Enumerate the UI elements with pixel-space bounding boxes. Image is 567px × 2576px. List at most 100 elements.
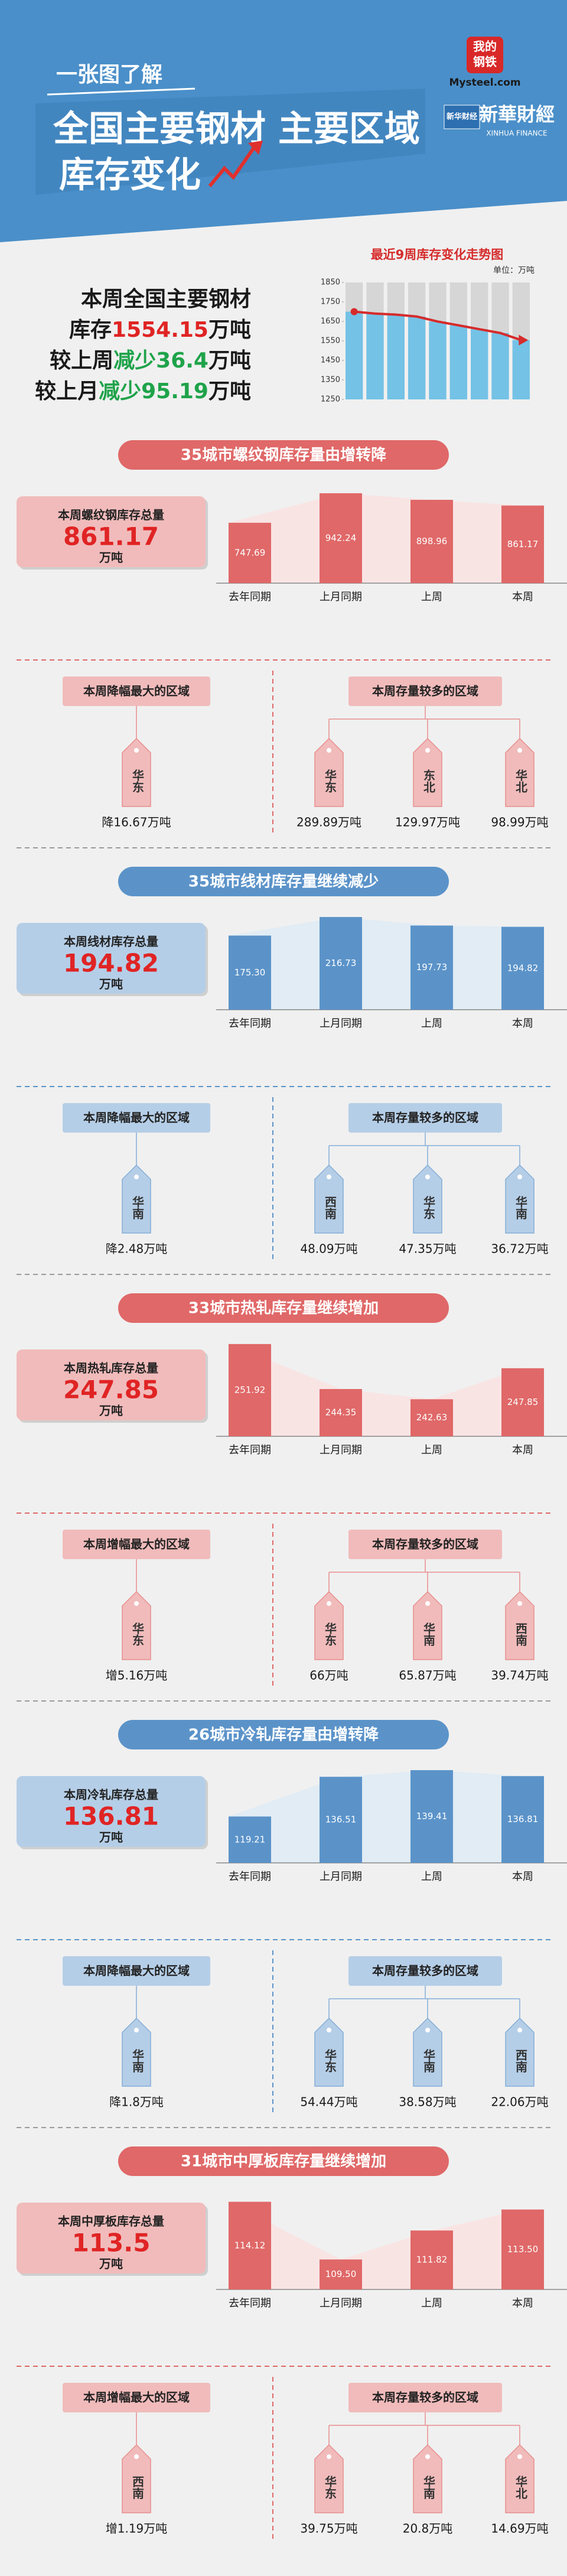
x-tick-label: 本周 bbox=[512, 2297, 533, 2310]
summary-text: 万吨 bbox=[208, 349, 251, 373]
region-name: 华东 bbox=[131, 1622, 145, 1646]
region-label-box bbox=[63, 1530, 210, 1559]
region-label: 本周降幅最大的区域 bbox=[83, 1111, 190, 1125]
total-box bbox=[17, 1349, 206, 1420]
region-name: 华北 bbox=[514, 2475, 528, 2499]
logo2-name: 新華財經 bbox=[479, 103, 555, 126]
total-value: 194.82 bbox=[63, 949, 159, 978]
region-name: 华南 bbox=[514, 1195, 528, 1219]
tag-hole bbox=[327, 2028, 331, 2032]
logo2-box-text: 新华财经 bbox=[447, 112, 477, 122]
bar bbox=[320, 493, 362, 583]
region-tag bbox=[505, 1591, 535, 1660]
value-label: 175.30 bbox=[234, 967, 266, 978]
section-banner bbox=[118, 1293, 449, 1323]
bar bbox=[229, 1344, 271, 1436]
bar bbox=[512, 340, 530, 399]
region-change: 降1.8万吨 bbox=[109, 2095, 164, 2109]
trend-line bbox=[354, 310, 522, 341]
region-name: 华东 bbox=[323, 2048, 337, 2073]
value-label: 244.35 bbox=[325, 1407, 357, 1418]
arrow-head bbox=[248, 141, 263, 155]
total-unit: 万吨 bbox=[99, 977, 123, 991]
total-value: 861.17 bbox=[63, 522, 159, 551]
section-title: 31城市中厚板库存量继续增加 bbox=[181, 2152, 386, 2171]
region-amount: 98.99万吨 bbox=[491, 815, 548, 830]
region-label: 本周存量较多的区域 bbox=[372, 2390, 478, 2405]
value-label: 119.21 bbox=[234, 1834, 266, 1845]
y-tick-label: 1250 bbox=[321, 395, 340, 404]
logo2-box bbox=[444, 105, 480, 129]
title-line: 库存变化 bbox=[59, 155, 201, 196]
region-change: 增1.19万吨 bbox=[106, 2522, 168, 2536]
value-label: 136.81 bbox=[507, 1814, 539, 1824]
kicker-underline bbox=[47, 87, 195, 96]
y-tick-label: 1850 bbox=[321, 278, 340, 287]
summary-text: 库存 bbox=[69, 318, 112, 342]
bar bbox=[387, 314, 405, 399]
value-label: 861.17 bbox=[507, 539, 539, 549]
tag-hole bbox=[134, 1175, 139, 1179]
x-tick-label: 去年同期 bbox=[229, 591, 271, 603]
x-tick-label: 上周 bbox=[421, 1871, 442, 1883]
chart-unit: 单位：万吨 bbox=[493, 266, 535, 275]
bar bbox=[229, 935, 271, 1010]
bar bbox=[410, 2230, 453, 2289]
region-change: 降2.48万吨 bbox=[106, 1242, 168, 1256]
value-label: 242.63 bbox=[416, 1412, 448, 1423]
summary-line: 较上周减少36.4万吨 bbox=[50, 349, 251, 373]
region-name: 西南 bbox=[131, 2476, 145, 2499]
region-amount: 289.89万吨 bbox=[296, 815, 361, 830]
region-label: 本周存量较多的区域 bbox=[372, 1964, 478, 1978]
region-label: 本周增幅最大的区域 bbox=[83, 2390, 190, 2405]
region-tag bbox=[505, 2017, 535, 2087]
value-label: 114.12 bbox=[234, 2240, 266, 2250]
tag-hole bbox=[425, 1601, 430, 1606]
value-label: 113.50 bbox=[507, 2244, 539, 2255]
bar bbox=[501, 1368, 544, 1436]
bar bbox=[229, 522, 271, 583]
value-label: 194.82 bbox=[507, 962, 539, 973]
value-label: 139.41 bbox=[416, 1811, 448, 1822]
x-tick-label: 去年同期 bbox=[229, 1871, 271, 1883]
region-label-box bbox=[63, 676, 210, 706]
section-banner bbox=[118, 867, 449, 896]
value-label: 111.82 bbox=[416, 2255, 448, 2265]
section-title: 33城市热轧库存量继续增加 bbox=[188, 1299, 379, 1318]
y-tick-label: 1650 bbox=[321, 317, 340, 326]
region-tag bbox=[413, 737, 442, 807]
x-tick-label: 去年同期 bbox=[229, 1017, 271, 1030]
total-box bbox=[17, 496, 206, 567]
x-tick-label: 上月同期 bbox=[320, 591, 362, 603]
y-tick-label: 1550 bbox=[321, 337, 340, 346]
y-tick-label: 1750 bbox=[321, 298, 340, 307]
region-name: 华东 bbox=[323, 2475, 337, 2499]
kicker: 一张图了解 bbox=[56, 63, 162, 87]
region-amount: 38.58万吨 bbox=[399, 2095, 456, 2109]
section-banner bbox=[118, 440, 449, 470]
region-amount: 36.72万吨 bbox=[491, 1242, 548, 1256]
region-name: 西南 bbox=[514, 1622, 528, 1646]
tag-hole bbox=[425, 1175, 430, 1179]
x-tick-label: 上月同期 bbox=[320, 1444, 362, 1456]
bar bbox=[429, 321, 447, 399]
logo1-text: 我的 bbox=[473, 40, 497, 54]
region-tag bbox=[505, 2444, 535, 2513]
section-title: 35城市螺纹钢库存量由增转降 bbox=[181, 446, 387, 464]
tag-hole bbox=[517, 1175, 522, 1179]
value-label: 216.73 bbox=[325, 958, 357, 968]
x-tick-label: 上月同期 bbox=[320, 1871, 362, 1883]
total-label: 本周热轧库存总量 bbox=[64, 1361, 158, 1375]
region-label-box bbox=[348, 676, 502, 706]
tag-hole bbox=[425, 2454, 430, 2459]
area-bg bbox=[229, 2201, 544, 2289]
tag-hole bbox=[517, 1601, 522, 1606]
summary-text: 较上月 bbox=[35, 379, 99, 404]
tag-hole bbox=[425, 2028, 430, 2032]
region-change: 降16.67万吨 bbox=[102, 815, 171, 830]
region-label-box bbox=[348, 1530, 502, 1559]
trend-start bbox=[350, 308, 358, 316]
region-tag bbox=[314, 1164, 344, 1234]
bar bbox=[320, 2259, 362, 2289]
area-bg bbox=[229, 1344, 544, 1436]
